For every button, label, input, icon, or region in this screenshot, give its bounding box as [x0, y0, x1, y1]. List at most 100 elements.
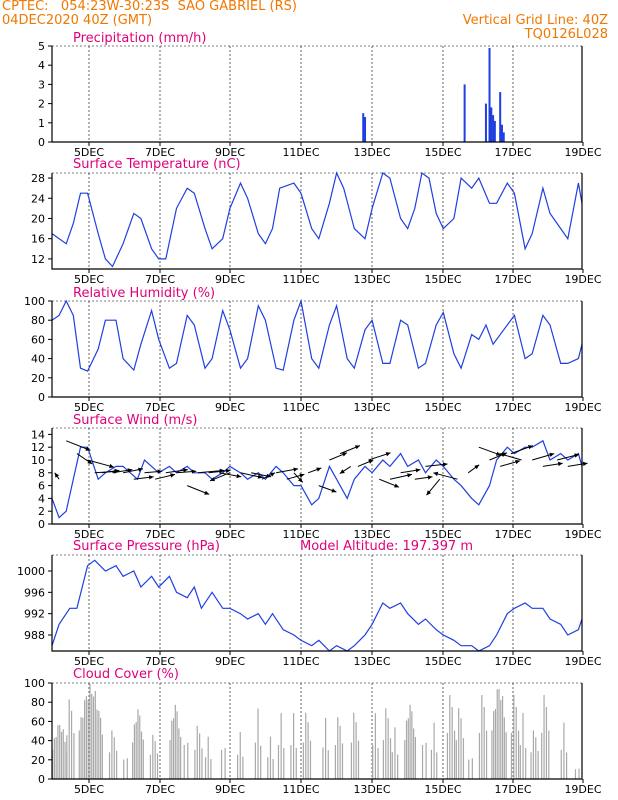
- cloud-bar: [309, 740, 312, 779]
- cloud-bar: [496, 689, 498, 779]
- precip-bar: [488, 47, 491, 142]
- y-tick-label: 992: [24, 608, 45, 621]
- panel-frame: [51, 683, 583, 780]
- cloud-bar: [89, 683, 91, 779]
- wind-vector-head: [557, 461, 563, 467]
- wind-vector-head: [574, 453, 580, 458]
- x-tick-label: 13DEC: [353, 273, 390, 286]
- x-tick-label: 9DEC: [215, 783, 245, 796]
- x-tick-label: 9DEC: [215, 655, 245, 668]
- y-tick-label: 20: [31, 212, 45, 225]
- y-tick-label: 80: [31, 314, 45, 327]
- cloud-bar: [78, 730, 80, 779]
- cloud-bar: [535, 737, 537, 779]
- panel-title: Surface Wind (m/s): [73, 413, 197, 428]
- y-tick-label: 60: [31, 715, 45, 728]
- x-tick-label: 11DEC: [282, 783, 319, 796]
- cloud-bar: [59, 724, 61, 779]
- wind-vector-head: [299, 473, 305, 478]
- wind-vector-head: [474, 464, 480, 470]
- x-tick-label: 13DEC: [353, 146, 390, 159]
- x-tick-label: 5DEC: [74, 273, 104, 286]
- x-tick-label: 19DEC: [564, 783, 601, 796]
- panel-title: Cloud Cover (%): [73, 667, 179, 682]
- cloud-bar: [236, 754, 239, 779]
- cloud-bar: [142, 739, 144, 779]
- precip-bar: [493, 120, 496, 142]
- cloud-bar: [407, 718, 409, 779]
- x-tick-label: 11DEC: [282, 401, 319, 414]
- cloud-bar: [411, 711, 413, 779]
- x-tick-label: 11DEC: [282, 528, 319, 541]
- series-line: [51, 559, 583, 652]
- x-tick-label: 15DEC: [424, 528, 461, 541]
- cloud-bar: [254, 742, 256, 779]
- x-tick-label: 17DEC: [494, 401, 531, 414]
- cloud-bar: [574, 769, 577, 779]
- wind-vector-head: [170, 473, 175, 478]
- cloud-bar: [404, 740, 406, 779]
- cloud-bar: [433, 722, 435, 779]
- series-line: [51, 171, 583, 268]
- wind-vector-head: [433, 471, 439, 477]
- x-tick-label: 11DEC: [282, 146, 319, 159]
- wind-vector-head: [549, 452, 555, 457]
- cloud-bar: [73, 733, 75, 779]
- cloud-bar: [322, 747, 324, 779]
- cloud-bar: [60, 731, 63, 779]
- wind-vector-head: [527, 445, 533, 450]
- wind-vector-head: [109, 463, 114, 469]
- wind-vector-head: [582, 461, 588, 467]
- cloud-bar: [481, 695, 483, 779]
- x-tick-label: 15DEC: [424, 655, 461, 668]
- x-tick-label: 19DEC: [564, 655, 601, 668]
- y-tick-label: 12: [31, 441, 45, 454]
- wind-vector-head: [225, 468, 231, 474]
- cloud-bar: [53, 738, 55, 779]
- y-tick-label: 14: [31, 428, 45, 441]
- cloud-bar: [87, 699, 89, 779]
- cloud-bar: [350, 742, 352, 779]
- x-tick-label: 15DEC: [424, 401, 461, 414]
- cloud-bar: [290, 744, 292, 779]
- x-tick-label: 5DEC: [74, 783, 104, 796]
- y-tick-label: 40: [31, 735, 45, 748]
- cloud-bar: [339, 725, 341, 779]
- y-tick-label: 6: [38, 480, 45, 493]
- panel-frame: [51, 46, 583, 143]
- cloud-bar: [257, 708, 259, 779]
- wind-vector-head: [515, 459, 520, 465]
- cloud-bar: [92, 696, 95, 779]
- cloud-bar: [111, 730, 113, 779]
- cloud-bar: [377, 747, 379, 779]
- y-tick-label: 1: [38, 117, 45, 130]
- wind-vector-head: [157, 469, 163, 474]
- panel-annotation: Model Altitude: 197.397 m: [300, 539, 473, 554]
- cloud-bar: [149, 754, 152, 779]
- x-tick-label: 9DEC: [215, 401, 245, 414]
- panel-title: Surface Temperature (nC): [73, 157, 241, 172]
- cloud-bar: [498, 688, 500, 779]
- cloud-bar: [64, 742, 66, 779]
- cloud-bar: [272, 759, 274, 779]
- cloud-bar: [140, 731, 143, 779]
- cloud-bar: [267, 757, 269, 779]
- cloud-bar: [541, 732, 543, 779]
- x-tick-label: 5DEC: [74, 146, 104, 159]
- y-tick-label: 5: [38, 40, 45, 53]
- precip-bar: [484, 103, 487, 142]
- cloud-bar: [57, 725, 59, 779]
- wind-vector-head: [499, 452, 505, 457]
- cloud-bar: [563, 722, 565, 779]
- cloud-bar: [337, 717, 339, 779]
- cloud-bar: [405, 720, 408, 779]
- cloud-bar: [519, 744, 521, 779]
- y-tick-label: 10: [31, 454, 45, 467]
- wind-vector-head: [54, 472, 60, 478]
- x-tick-label: 13DEC: [353, 401, 390, 414]
- x-tick-label: 7DEC: [145, 655, 175, 668]
- wind-vector-head: [298, 477, 303, 483]
- cloud-bar: [98, 710, 100, 779]
- y-tick-label: 100: [24, 677, 45, 690]
